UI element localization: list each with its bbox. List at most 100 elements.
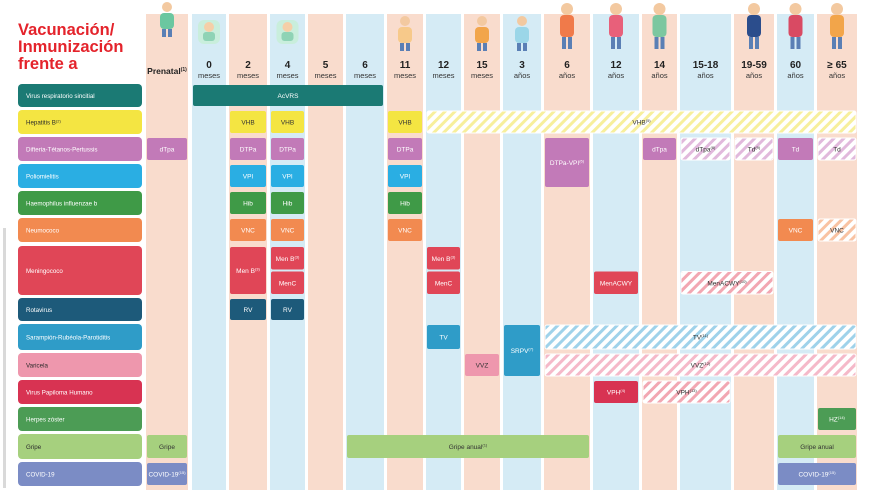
schedule-cell: RV [271,299,304,320]
schedule-cell-label: Men B(3) [432,254,456,263]
column-label: 19-59 [741,60,767,71]
schedule-cell: DTPa [230,138,266,160]
schedule-cell: Hib [230,192,266,214]
person-illustration-icon [747,3,761,49]
schedule-cell-label: dTpa [652,147,667,154]
schedule-cell-label: SRPV(7) [511,347,534,356]
person-illustration-icon [198,20,220,44]
schedule-cell: VHB(5) [426,110,857,134]
schedule-cell-label: Hib [283,201,293,208]
schedule-cell-box [147,463,187,485]
schedule-cell-label: MenACWY [600,280,633,287]
row-label: COVID-19 [26,472,55,479]
schedule-cell-box [818,408,856,430]
column-band-12 [642,14,677,490]
schedule-cell-label: Gripe anual [800,444,834,451]
person-illustration-icon [276,20,299,44]
schedule-cell-label: VVZ(12) [691,361,711,370]
column-band-9 [503,14,541,490]
column-band-13 [680,14,731,490]
schedule-cell: MenACWY [594,271,638,294]
row-label-box [18,353,142,377]
schedule-cell-box [427,271,460,294]
schedule-cell: Men B(3) [271,247,304,270]
schedule-cell-label: TV(11) [693,333,709,342]
row-label: Meningococo [26,268,63,275]
column-band-15 [777,14,814,490]
schedule-cell-label: VPI [282,174,293,181]
schedule-cell-label: COVID-19(15) [148,470,186,479]
schedule-cell-box [230,192,266,214]
schedule-cell: Men B(3) [427,247,460,270]
schedule-cell-label: VNC [241,228,255,235]
schedule-cell: Gripe anual [778,435,856,458]
schedule-cell: COVID-19(15) [147,463,187,485]
schedule-cell: VPI [271,165,304,187]
column-label: 4 [285,60,291,71]
row-label-box [18,434,142,459]
row-label: Neumococo [26,228,60,235]
schedule-cell-label: MenACWY(10) [707,279,747,288]
schedule-cell: VNC [230,219,266,241]
schedule-cell-label: VNC [789,228,803,235]
title-line-3: frente a [18,55,78,73]
column-band-11 [593,14,639,490]
column-label: 12 [438,60,450,71]
schedule-cell-box [544,324,857,350]
column-unit: meses [314,71,336,80]
row-label-box [18,246,142,295]
schedule-cell: dTpa(8) [680,137,731,161]
person-illustration-icon [515,16,529,51]
schedule-cell-box [388,165,422,187]
schedule-cell-box [427,247,460,270]
schedule-cell-box [734,137,774,161]
schedule-cell-box [817,218,857,242]
schedule-cell-box [643,138,676,160]
row-label: Hepatitis B(2) [26,119,61,127]
row-label: Varicela [26,363,48,370]
column-label: 11 [400,60,411,71]
schedule-cell-label: AcVRS [278,93,300,100]
schedule-cell: Td [778,138,813,160]
schedule-cell: VNC [388,219,422,241]
column-label: 3 [519,60,525,71]
schedule-cell-box [230,165,266,187]
schedule-cell-label: VNC [281,228,295,235]
row-label-box [18,137,142,161]
schedule-cell: VNC [778,219,813,241]
column-label: 2 [245,60,251,71]
schedule-cell-box [271,138,304,160]
person-illustration-icon [652,3,667,49]
schedule-cell: Td [817,137,857,161]
schedule-cell-label: TV [439,335,448,342]
schedule-cell-box [230,219,266,241]
row-label-box [18,298,142,321]
schedule-cell-box [271,247,304,270]
schedule-cell-box [271,299,304,320]
schedule-cell: VPI [230,165,266,187]
column-label: 14 [654,60,666,71]
schedule-cell-label: Td [833,147,841,154]
schedule-cell-label: VPH(13) [676,388,697,397]
column-unit: años [608,71,625,80]
schedule-cell-box [230,111,266,133]
schedule-cell-label: VNC [398,228,412,235]
row-label: Rotavirus [26,307,52,314]
schedule-cell-box [271,271,304,294]
schedule-cell-label: VHB [241,120,254,127]
column-unit: meses [432,71,454,80]
column-unit: meses [354,71,376,80]
schedule-cell-label: Hib [243,201,253,208]
column-label: 6 [564,60,570,71]
column-unit: años [746,71,763,80]
column-band-10 [544,14,590,490]
schedule-cell-label: DTPa [279,147,296,154]
schedule-cell: VNC [817,218,857,242]
column-label: 5 [323,60,329,71]
schedule-cell: VPH(13) [642,380,731,404]
column-unit: años [697,71,714,80]
schedule-cell-box [778,463,856,485]
row-label-box [18,218,142,242]
row-label: Haemophilus influenzae b [26,201,98,208]
